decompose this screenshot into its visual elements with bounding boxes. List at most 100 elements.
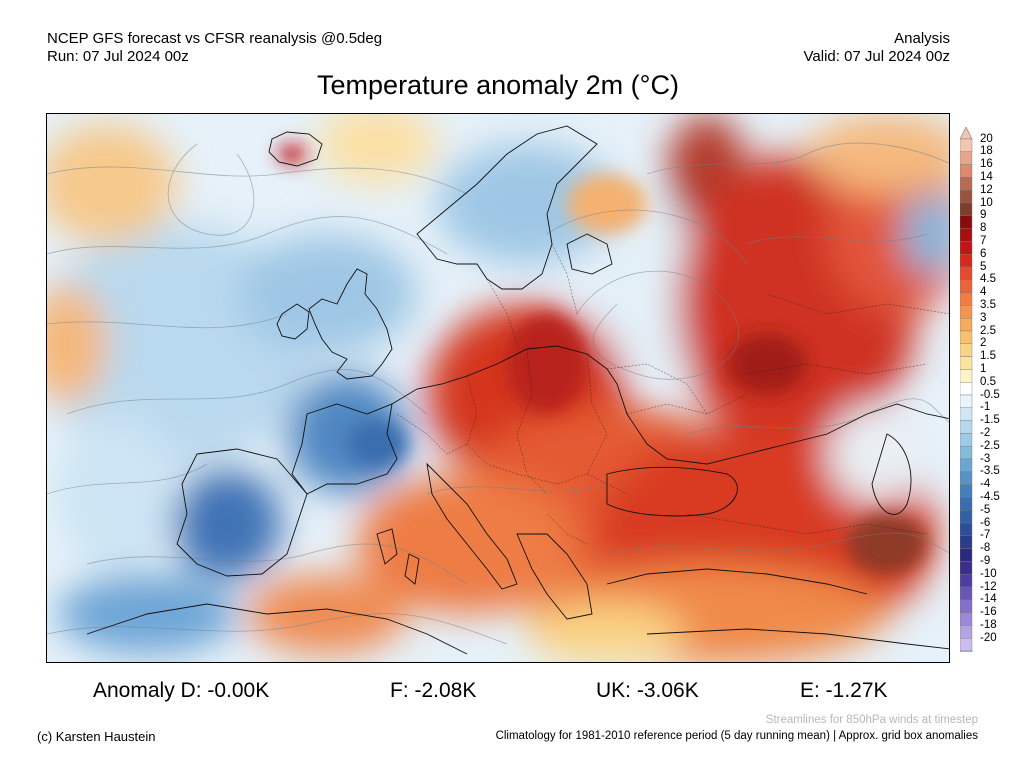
colorbar-tick: -2.5 [980,439,1000,452]
colorbar-tick: -4 [980,478,991,491]
colorbar-swatch [960,202,973,217]
forecast-type: Analysis [894,30,950,47]
model-description: NCEP GFS forecast vs CFSR reanalysis @0.… [47,30,383,47]
colorbar-swatch [960,561,973,575]
colorbar-swatch [960,369,973,383]
colorbar-tick: -1.5 [980,414,1000,427]
valid-time: Valid: 07 Jul 2024 00z [803,48,951,65]
colorbar-tick: 10 [980,196,993,209]
colorbar-tick: -16 [980,606,997,619]
colorbar-tick: 2 [980,337,987,350]
colorbar-tick: 18 [980,145,993,158]
colorbar-swatches [960,127,973,652]
colorbar-swatch [960,164,973,178]
colorbar-swatch [960,522,973,537]
europe-anomaly: E: -1.27K [800,679,888,702]
streamlines-note: Streamlines for 850hPa winds at timestep [765,714,978,726]
colorbar-tick: 8 [980,222,987,235]
colorbar-tick: 14 [980,170,993,183]
colorbar-swatch [960,574,973,588]
colorbar-swatch [960,266,973,281]
colorbar-tick: -5 [980,503,991,516]
colorbar-swatch [960,484,973,498]
colorbar-tick: 3 [980,311,987,324]
colorbar-swatch [960,612,973,626]
colorbar-swatch [960,330,973,345]
colorbar-swatch [960,356,973,370]
colorbar-swatch [960,279,973,293]
colorbar-swatch [960,625,973,639]
colorbar-swatch [960,535,973,549]
anomaly-hotspots [278,144,927,574]
coastlines [86,125,949,655]
colorbar-swatch [960,510,973,524]
colorbar-tick: -2 [980,426,991,439]
colorbar-tick: 20 [980,132,993,145]
colorbar-swatch [960,317,973,332]
colorbar-tick: 6 [980,247,987,260]
colorbar-tick: 1.5 [980,350,996,363]
colorbar-swatch [960,458,973,473]
colorbar-tick: -4.5 [980,490,1000,503]
colorbar-tick: 2.5 [980,324,996,337]
colorbar-swatch [960,138,973,153]
colorbar-swatch [960,305,973,319]
colorbar-tick: -8 [980,542,991,555]
colorbar-swatch [960,638,973,652]
colorbar-swatch [960,381,973,396]
colorbar-tick: 0.5 [980,375,996,388]
anomaly-map [46,113,950,663]
colorbar-swatch [960,241,973,255]
colorbar-swatch [960,599,973,613]
colorbar-tick: -10 [980,567,997,580]
header-right: Analysis Valid: 07 Jul 2024 00z [804,30,951,66]
colorbar-tick: -20 [980,631,997,644]
colorbar-tick: -0.5 [980,388,1000,401]
colorbar-swatch [960,548,973,562]
streamlines [47,142,949,645]
copyright-credit: (c) Karsten Haustein [37,729,156,744]
colorbar-swatch [960,253,973,268]
map-title: Temperature anomaly 2m (°C) [317,70,679,100]
colorbar-swatch [960,394,973,409]
colorbar-bottom-arrow [960,650,973,652]
colorbar-tick: 7 [980,234,987,247]
colorbar-swatch [960,433,973,447]
colorbar-tick: -14 [980,593,997,606]
colorbar-top-arrow [960,127,973,140]
colorbar-tick: 16 [980,158,993,171]
colorbar-tick: -12 [980,580,997,593]
colorbar-swatch [960,420,973,434]
colorbar-swatch [960,497,973,511]
colorbar-swatch [960,586,973,601]
header-left: NCEP GFS forecast vs CFSR reanalysis @0.… [47,30,382,66]
colorbar-tick: -6 [980,516,991,529]
colorbar: 20 18 16 14 12 10 9 8 7 6 5 4.5 4 3.5 3 2.5 2 1.5 1 0.5 -0.5… [960,127,1020,652]
colorbar-tick: 9 [980,209,987,222]
colorbar-tick: -3.5 [980,465,1000,478]
colorbar-swatch [960,343,973,357]
colorbar-swatch [960,407,973,421]
anomaly-field [47,114,949,662]
colorbar-swatch [960,228,973,242]
colorbar-swatch [960,177,973,191]
colorbar-tick: -3 [980,452,991,465]
colorbar-swatch [960,471,973,485]
colorbar-tick: 3.5 [980,298,996,311]
france-anomaly: F: -2.08K [390,679,477,702]
colorbar-swatch [960,215,973,229]
colorbar-tick: -18 [980,618,997,631]
colorbar-tick: -1 [980,401,991,414]
colorbar-tick: 4.5 [980,273,996,286]
colorbar-swatch [960,190,973,204]
country-borders [396,243,949,545]
colorbar-tick: -7 [980,529,991,542]
uk-anomaly: UK: -3.06K [596,679,699,702]
climatology-note: Climatology for 1981-2010 reference peri… [495,730,978,742]
domain-anomaly: Anomaly D: -0.00K [93,679,270,702]
colorbar-swatch [960,446,973,460]
colorbar-swatch [960,151,973,165]
run-time: Run: 07 Jul 2024 00z [47,48,189,65]
colorbar-tick: 5 [980,260,987,273]
colorbar-tick: 1 [980,362,987,375]
